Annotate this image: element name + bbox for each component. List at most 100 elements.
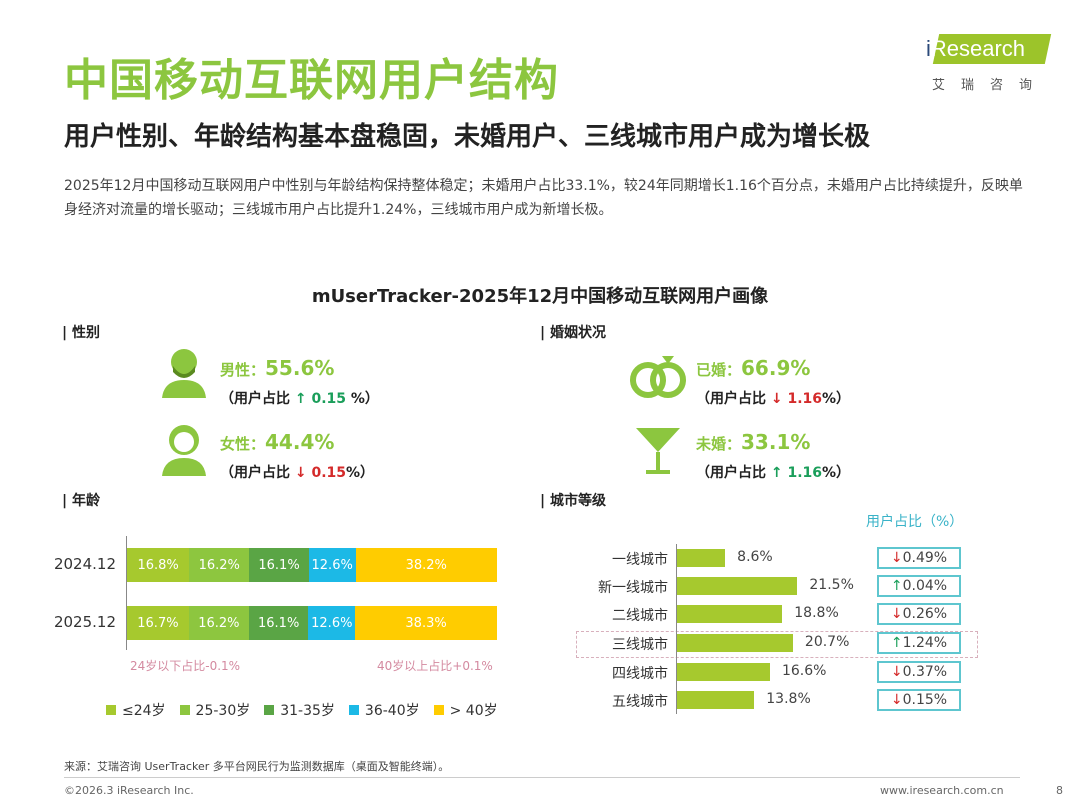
- age-bar-segment: 16.7%: [127, 606, 189, 640]
- age-note-young: 24岁以下占比-0.1%: [130, 659, 241, 673]
- legend-item: > 40岁: [420, 700, 498, 720]
- city-value-label: 18.8%: [794, 605, 839, 621]
- male-change-suffix: %）: [346, 391, 379, 407]
- city-value-label: 21.5%: [809, 577, 854, 593]
- age-note-old: 40岁以上占比+0.1%: [377, 659, 493, 673]
- up-arrow-icon: ↑: [890, 578, 903, 594]
- age-section-title: | 年龄: [62, 493, 100, 509]
- legend-label: 36-40岁: [364, 703, 420, 719]
- city-change-box: ↓ 0.49%: [877, 547, 961, 569]
- up-arrow-icon: ↑: [770, 465, 783, 481]
- city-category-label: 新一线城市: [598, 580, 668, 596]
- change-header: 用户占比（%）: [866, 514, 964, 530]
- male-icon: [162, 349, 206, 398]
- gender-section-title: | 性别: [62, 325, 100, 341]
- age-category-label: 2025.12: [53, 613, 116, 631]
- city-bar: [677, 634, 793, 652]
- city-category-label: 五线城市: [612, 694, 668, 710]
- male-value: 55.6%: [265, 356, 335, 380]
- single-change: 1.16: [787, 465, 823, 481]
- married-value: 66.9%: [741, 356, 811, 380]
- city-change-box: ↓ 0.37%: [877, 661, 961, 683]
- female-value: 44.4%: [265, 430, 335, 454]
- city-category-label: 二线城市: [612, 608, 668, 624]
- female-change-prefix: （用户占比: [220, 465, 290, 481]
- age-bar-segment: 16.1%: [248, 606, 309, 640]
- single-label: 未婚：: [696, 435, 742, 453]
- city-category-label: 四线城市: [612, 666, 668, 682]
- married-change-suffix: %）: [822, 391, 851, 407]
- down-arrow-icon: ↓: [890, 692, 903, 708]
- city-section-title: | 城市等级: [540, 493, 606, 509]
- age-bar-segment: 38.3%: [355, 606, 497, 640]
- source-note: 来源：艾瑞咨询 UserTracker 多平台网民行为监测数据库（桌面及智能终端…: [64, 760, 450, 773]
- legend-swatch: [179, 705, 190, 715]
- down-arrow-icon: ↓: [294, 465, 307, 481]
- city-axis: [676, 544, 677, 714]
- city-value-label: 20.7%: [804, 634, 850, 650]
- city-bar: [677, 577, 798, 595]
- male-label: 男性：: [220, 361, 266, 379]
- single-change-suffix: %）: [822, 465, 851, 481]
- rings-icon: [630, 356, 686, 398]
- city-change-box: ↑ 1.24%: [877, 632, 961, 654]
- footer-divider: [64, 777, 1020, 778]
- legend-item: 31-35岁: [250, 700, 335, 720]
- city-bar: [677, 605, 783, 623]
- down-arrow-icon: ↓: [890, 664, 903, 680]
- female-label: 女性：: [220, 435, 266, 453]
- copyright: ©2026.3 iResearch Inc.: [64, 784, 194, 797]
- legend-swatch: [433, 705, 444, 715]
- married-change: 1.16: [787, 391, 823, 407]
- married-change-prefix: （用户占比: [696, 391, 766, 407]
- city-value-label: 8.6%: [737, 549, 773, 565]
- city-category-label: 三线城市: [612, 637, 668, 653]
- legend-label: > 40岁: [449, 703, 498, 719]
- age-category-label: 2024.12: [53, 555, 116, 573]
- down-arrow-icon: ↓: [890, 606, 903, 622]
- page-title: 中国移动互联网用户结构: [64, 55, 559, 106]
- age-bar-segment: 16.1%: [249, 548, 309, 582]
- legend-label: ≤24岁: [122, 703, 166, 719]
- change-value: 0.49%: [902, 550, 948, 566]
- age-bar-segment: 16.2%: [188, 606, 249, 640]
- age-axis: [126, 536, 127, 650]
- legend-item: ≤24岁: [92, 700, 166, 720]
- city-bar: [677, 549, 726, 567]
- legend-swatch: [106, 705, 116, 715]
- male-change-prefix: （用户占比: [220, 391, 290, 407]
- website-link[interactable]: www.iresearch.com.cn: [880, 784, 1004, 797]
- legend-item: 25-30岁: [166, 700, 250, 720]
- cocktail-icon: [636, 428, 680, 474]
- city-change-box: ↓ 0.26%: [877, 603, 961, 625]
- age-bar-segment: 12.6%: [308, 606, 356, 640]
- city-category-label: 一线城市: [612, 552, 668, 568]
- female-icon: [162, 425, 206, 476]
- description: 2025年12月中国移动互联网用户中性别与年龄结构保持整体稳定；未婚用户占比33…: [64, 178, 1023, 218]
- legend-swatch: [348, 705, 359, 715]
- change-value: 0.15%: [902, 692, 948, 708]
- married-label: 已婚：: [696, 361, 742, 379]
- up-arrow-icon: ↑: [294, 391, 307, 407]
- down-arrow-icon: ↓: [770, 391, 783, 407]
- age-legend: ≤24岁 25-30岁 31-35岁 36-40岁 > 40岁: [92, 700, 498, 720]
- page-subtitle: 用户性别、年龄结构基本盘稳固，未婚用户、三线城市用户成为增长极: [64, 122, 871, 152]
- legend-swatch: [264, 705, 275, 715]
- female-change: 0.15: [311, 465, 347, 481]
- chart-title: mUserTracker-2025年12月中国移动互联网用户画像: [311, 286, 769, 307]
- age-bar-segment: 16.2%: [189, 548, 250, 582]
- city-bar: [677, 691, 755, 709]
- city-value-label: 13.8%: [766, 691, 811, 707]
- age-bar-segment: 16.8%: [127, 548, 190, 582]
- logo-cn: 艾瑞咨询: [932, 78, 1049, 93]
- city-bar: [677, 663, 770, 681]
- female-change-suffix: %）: [346, 465, 375, 481]
- down-arrow-icon: ↓: [890, 550, 903, 566]
- city-value-label: 16.6%: [781, 663, 827, 679]
- highlight-box: [576, 631, 978, 658]
- male-change: 0.15: [311, 391, 347, 407]
- change-value: 0.04%: [902, 578, 948, 594]
- city-change-box: ↑ 0.04%: [877, 575, 961, 597]
- change-value: 1.24%: [902, 635, 948, 651]
- city-change-box: ↓ 0.15%: [877, 689, 961, 711]
